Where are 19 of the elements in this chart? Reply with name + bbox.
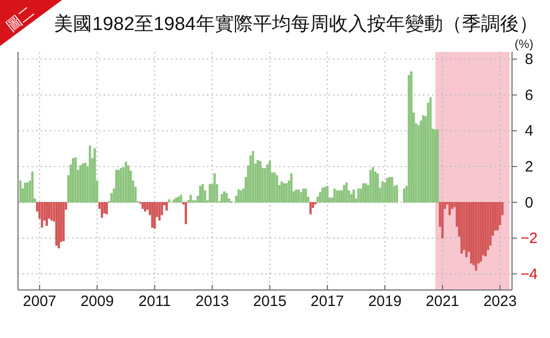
ytick: −4 xyxy=(520,266,538,283)
xtick: 2019 xyxy=(368,293,402,310)
title: 美國1982至1984年實際平均每周收入按年變動（季調後） xyxy=(54,14,538,35)
ytick: 2 xyxy=(524,158,534,176)
xtick: 2021 xyxy=(426,293,460,310)
ylabel: (%) xyxy=(514,37,534,51)
xtick: 2017 xyxy=(310,293,344,310)
xtick: 2007 xyxy=(22,293,56,310)
ytick: 4 xyxy=(524,122,534,140)
ytick: −2 xyxy=(520,230,538,248)
ytick: 0 xyxy=(524,194,534,212)
ytick: 6 xyxy=(524,86,534,104)
xtick: 2023 xyxy=(483,293,517,310)
xtick: 2013 xyxy=(196,293,229,310)
xtick: 2009 xyxy=(80,293,114,310)
annotation: 圖二 xyxy=(3,3,38,36)
ytick: 8 xyxy=(524,51,534,68)
xtick: 2015 xyxy=(253,293,286,310)
xtick: 2011 xyxy=(138,293,171,310)
